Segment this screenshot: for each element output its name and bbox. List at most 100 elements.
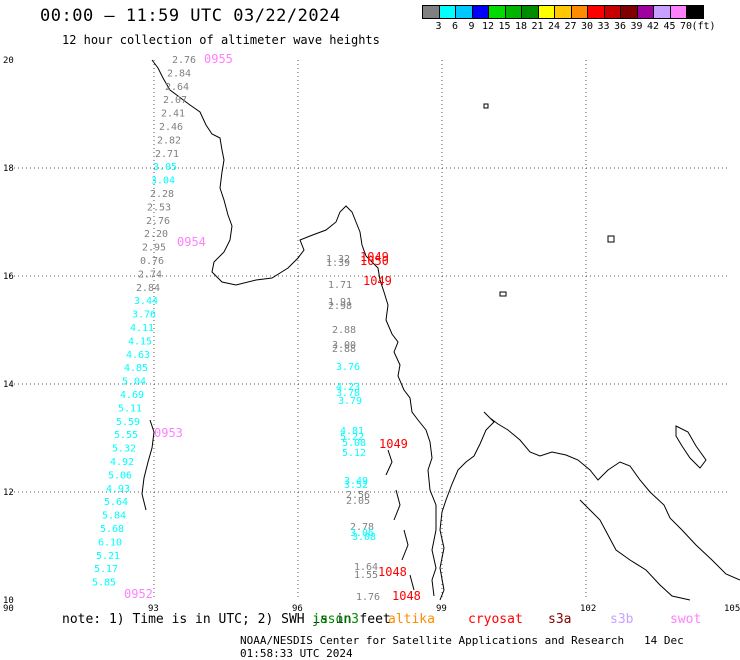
wave-height-label: 4.81	[340, 426, 364, 437]
colorbar-label: 33	[597, 21, 610, 32]
colorbar-label: 12	[481, 21, 495, 32]
wave-height-label: 4.69	[120, 390, 144, 401]
colorbar-label: 45	[663, 21, 676, 32]
thailand-coast	[439, 411, 740, 601]
wave-height-label: 5.06	[108, 470, 132, 481]
wave-height-label: 0.76	[140, 256, 164, 267]
wave-height-label: 2.74	[138, 269, 162, 280]
myeik-archipelago	[385, 449, 415, 591]
wave-height-label: 3.49	[344, 476, 368, 487]
colorbar-label: 24	[547, 21, 561, 32]
wave-height-label: 4.85	[124, 363, 148, 374]
small-island-2	[483, 103, 489, 109]
wave-height-label: 1.71	[328, 280, 352, 291]
wave-height-label: 3.79	[338, 396, 362, 407]
wave-height-label: 3.76	[336, 362, 360, 373]
wave-height-label: 5.08	[342, 438, 366, 449]
y-tick-label: 14	[3, 380, 14, 390]
pass-time-label: 1049	[363, 274, 392, 288]
colorbar-label: 27	[564, 21, 577, 32]
y-tick-label: 12	[3, 488, 14, 498]
wave-height-label: 2.95	[142, 243, 166, 254]
satellite-legend-swot: swot	[670, 612, 702, 627]
colorbar-label: 39	[630, 21, 643, 32]
wave-height-label: 2.71	[155, 149, 179, 160]
wave-height-label: 2.76	[172, 55, 196, 66]
wave-height-label: 6.10	[98, 537, 122, 548]
small-island-3	[499, 291, 507, 297]
satellite-legend-s3b: s3b	[610, 612, 634, 627]
map-grid	[10, 60, 730, 600]
wave-height-label: 1.64	[354, 562, 378, 573]
wave-height-label: 2.53	[147, 202, 171, 213]
y-tick-label: 16	[3, 272, 14, 282]
wave-height-label: 2.28	[150, 189, 174, 200]
wave-height-label: 5.85	[92, 578, 116, 589]
wave-height-label: 2.76	[146, 216, 170, 227]
satellite-legend-jason3: jason3	[312, 612, 359, 627]
pass-time-label: 0953	[154, 426, 183, 440]
wave-height-label: 5.59	[116, 417, 140, 428]
wave-height-label: 5.32	[112, 444, 136, 455]
wave-height-label: 2.20	[144, 229, 168, 240]
y-tick-label: 18	[3, 164, 14, 174]
x-tick-label: 105	[724, 604, 740, 614]
wave-height-label: 5.17	[94, 564, 118, 575]
wave-height-label: 3.08	[352, 532, 376, 543]
colorbar-label: 15	[498, 21, 511, 32]
wave-height-label: 3.44	[134, 296, 158, 307]
wave-height-label: 3.04	[151, 176, 175, 187]
wave-height-label: 4.23	[336, 382, 360, 393]
altimeter-track-east: 1.321.391.711.912.982.883.002.883.764.23…	[326, 254, 380, 603]
footer-credit: NOAA/NESDIS Center for Satellite Applica…	[240, 634, 740, 660]
myanmar-coast	[151, 59, 437, 597]
wave-height-label: 5.21	[96, 551, 120, 562]
wave-height-label: 5.22	[340, 432, 364, 443]
andaman-islands	[141, 419, 155, 511]
wave-height-label: 1.76	[356, 592, 380, 603]
wave-height-label: 2.78	[350, 522, 374, 533]
colorbar-label: 42	[646, 21, 660, 32]
wave-height-label: 3.78	[336, 388, 360, 399]
wave-height-label: 3.76	[132, 310, 156, 321]
map-axes-labels: 90 93 96 99 102 105 20 18 16 14 12 10	[3, 56, 740, 614]
y-tick-label: 20	[3, 56, 14, 66]
pass-time-label: 1048	[378, 565, 407, 579]
colorbar-label: 21	[531, 21, 544, 32]
wave-height-label: 2.46	[159, 122, 183, 133]
pass-time-label: 1048	[392, 589, 421, 603]
x-tick-label: 96	[292, 604, 303, 614]
pass-time-label: 0955	[204, 52, 233, 66]
altimeter-track-west: 2.76 2.84 2.64 2.07 2.41 2.46 2.82 2.71 3.05 3.04…	[92, 55, 196, 589]
wave-height-label: 1.91	[328, 297, 352, 308]
coastline-land	[141, 59, 740, 601]
wave-height-label: 5.11	[118, 403, 142, 414]
colorbar-label: 36	[613, 21, 627, 32]
wave-height-label: 5.12	[342, 448, 366, 459]
satellite-legend-cryosat: cryosat	[468, 612, 523, 627]
pass-time-label: 0952	[124, 587, 153, 601]
colorbar-swatch	[686, 5, 704, 19]
colorbar-label: 6	[451, 21, 459, 32]
pass-time-label: 1050	[360, 254, 389, 268]
pass-time-label: 0954	[177, 235, 206, 249]
wave-height-label: 5.04	[122, 377, 146, 388]
colorbar-label: 30	[580, 21, 594, 32]
wave-height-label: 3.52	[344, 480, 368, 491]
page-title: 00:00 – 11:59 UTC 03/22/2024	[40, 6, 341, 26]
x-tick-label: 93	[148, 604, 159, 614]
wave-height-label: 5.84	[102, 511, 126, 522]
x-tick-label: 99	[436, 604, 447, 614]
wave-height-label: 2.84	[167, 68, 191, 79]
satellite-legend-s3a: s3a	[548, 612, 572, 627]
wave-height-label: 3.06	[350, 528, 374, 539]
wave-height-label: 2.07	[163, 95, 187, 106]
wave-height-label: 2.98	[328, 301, 352, 312]
colorbar-label: 18	[514, 21, 528, 32]
wave-height-label: 1.39	[326, 258, 350, 269]
wave-height-label: 2.56	[346, 490, 370, 501]
wave-height-label: 5.68	[100, 524, 124, 535]
colorbar-label: 70	[679, 21, 693, 32]
pass-time-label: 1049	[379, 437, 408, 451]
